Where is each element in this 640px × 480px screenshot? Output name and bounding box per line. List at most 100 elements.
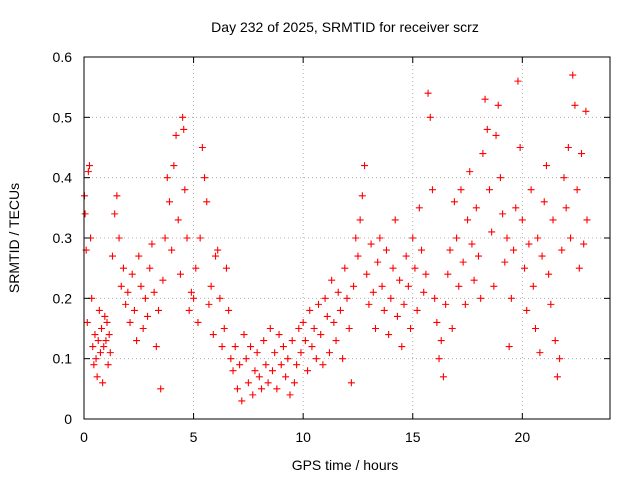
data-point bbox=[95, 306, 103, 314]
data-point bbox=[464, 216, 472, 224]
y-tick-label: 0 bbox=[64, 411, 72, 427]
data-point bbox=[117, 282, 125, 290]
x-tick-label: 5 bbox=[190, 429, 198, 445]
data-point bbox=[119, 264, 127, 272]
data-point bbox=[551, 337, 559, 345]
data-point bbox=[488, 228, 496, 236]
data-point bbox=[567, 234, 575, 242]
data-point bbox=[203, 198, 211, 206]
data-point bbox=[518, 216, 526, 224]
data-point bbox=[442, 300, 450, 308]
data-point bbox=[527, 186, 535, 194]
data-point bbox=[470, 276, 478, 284]
data-point bbox=[104, 361, 112, 369]
data-point bbox=[523, 306, 531, 314]
data-point bbox=[446, 246, 454, 254]
data-point bbox=[433, 318, 441, 326]
data-point bbox=[81, 210, 89, 218]
data-point bbox=[180, 125, 188, 133]
data-point bbox=[485, 186, 493, 194]
data-point bbox=[439, 373, 447, 381]
data-point bbox=[288, 337, 296, 345]
data-point bbox=[152, 343, 160, 351]
data-point bbox=[105, 331, 113, 339]
data-point bbox=[255, 373, 263, 381]
data-point bbox=[472, 204, 480, 212]
data-point bbox=[345, 325, 353, 332]
data-point bbox=[181, 186, 189, 194]
data-point bbox=[367, 240, 375, 248]
data-point bbox=[135, 252, 143, 260]
data-point bbox=[94, 337, 102, 345]
data-point bbox=[330, 318, 338, 326]
data-point bbox=[391, 216, 399, 224]
data-point bbox=[371, 325, 379, 332]
y-tick-label: 0.1 bbox=[53, 351, 73, 367]
data-point bbox=[113, 192, 121, 200]
data-point bbox=[297, 349, 305, 357]
data-point bbox=[179, 113, 187, 121]
data-point bbox=[194, 318, 202, 326]
data-point bbox=[229, 367, 237, 375]
data-point bbox=[477, 294, 485, 302]
data-point bbox=[483, 125, 491, 133]
data-point bbox=[479, 150, 487, 158]
data-point bbox=[98, 325, 106, 332]
data-point bbox=[578, 150, 586, 158]
data-point bbox=[271, 349, 279, 357]
data-point bbox=[133, 337, 141, 345]
chart-title: Day 232 of 2025, SRMTID for receiver scr… bbox=[211, 19, 479, 35]
data-point bbox=[89, 343, 97, 351]
data-point bbox=[481, 95, 489, 103]
data-point bbox=[558, 246, 566, 254]
data-point bbox=[407, 325, 415, 332]
data-point bbox=[490, 282, 498, 290]
y-tick-label: 0.4 bbox=[53, 170, 73, 186]
data-point bbox=[93, 373, 101, 381]
y-tick-label: 0.2 bbox=[53, 290, 73, 306]
data-point bbox=[174, 216, 182, 224]
data-point bbox=[387, 294, 395, 302]
data-point bbox=[475, 252, 482, 260]
data-point bbox=[148, 240, 156, 248]
data-point bbox=[365, 300, 373, 308]
data-point bbox=[282, 373, 290, 381]
data-point bbox=[437, 337, 445, 345]
data-point bbox=[130, 306, 138, 314]
data-point bbox=[534, 234, 542, 242]
data-point bbox=[323, 312, 331, 320]
y-tick-label: 0.5 bbox=[53, 109, 73, 125]
data-point bbox=[356, 216, 364, 224]
data-point bbox=[402, 252, 410, 260]
data-point bbox=[157, 385, 165, 393]
data-point bbox=[244, 379, 252, 387]
data-point bbox=[569, 71, 577, 79]
data-point bbox=[100, 343, 108, 351]
data-point bbox=[172, 131, 180, 139]
data-point bbox=[99, 379, 107, 387]
data-point bbox=[499, 210, 507, 218]
data-point bbox=[553, 373, 561, 381]
data-point bbox=[266, 325, 274, 332]
data-point bbox=[176, 270, 184, 278]
data-point bbox=[325, 349, 333, 357]
data-point bbox=[382, 246, 390, 254]
data-point bbox=[389, 264, 397, 272]
data-point bbox=[262, 361, 270, 369]
data-point bbox=[352, 234, 360, 242]
data-point bbox=[212, 252, 219, 260]
data-point bbox=[413, 306, 421, 314]
data-point bbox=[426, 113, 434, 121]
data-point bbox=[455, 282, 463, 290]
data-point bbox=[308, 343, 316, 351]
data-point bbox=[510, 246, 518, 254]
data-point bbox=[354, 252, 362, 260]
data-point bbox=[376, 234, 384, 242]
data-point bbox=[214, 246, 222, 254]
data-point bbox=[222, 264, 230, 272]
data-point bbox=[190, 294, 198, 302]
data-point bbox=[225, 306, 233, 314]
data-point bbox=[339, 355, 347, 363]
y-tick-label: 0.3 bbox=[53, 230, 73, 246]
data-point bbox=[277, 361, 285, 369]
